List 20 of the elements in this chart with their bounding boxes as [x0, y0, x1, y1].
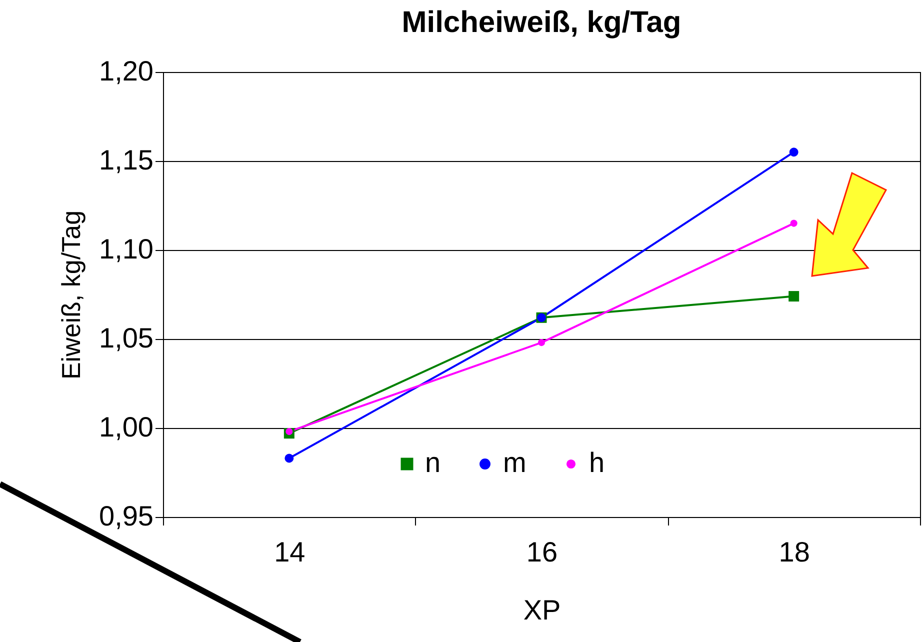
y-tick-label: 1,20: [99, 56, 154, 86]
point: [789, 148, 798, 157]
legend-label: n: [425, 447, 441, 478]
point: [790, 220, 798, 227]
point: [788, 291, 800, 302]
chart-title: Milcheiweiß, kg/Tag: [402, 6, 682, 39]
x-axis-title: XP: [523, 594, 561, 626]
legend-label: h: [589, 447, 605, 478]
y-tick-label: 1,15: [99, 144, 154, 176]
x-tick-label: 16: [526, 536, 558, 568]
y-tick-label: 0,95: [99, 500, 154, 532]
point: [538, 339, 546, 346]
y-tick-label: 1,10: [99, 234, 154, 264]
point: [284, 454, 294, 463]
y-tick-label: 1,00: [99, 412, 154, 442]
y-axis-title: Eiweiß, kg/Tag: [56, 210, 86, 380]
legend-label: m: [503, 447, 526, 478]
x-tick-label: 14: [274, 536, 306, 568]
y-tick-label: 1,05: [99, 322, 154, 354]
x-tick-label: 18: [778, 536, 810, 568]
